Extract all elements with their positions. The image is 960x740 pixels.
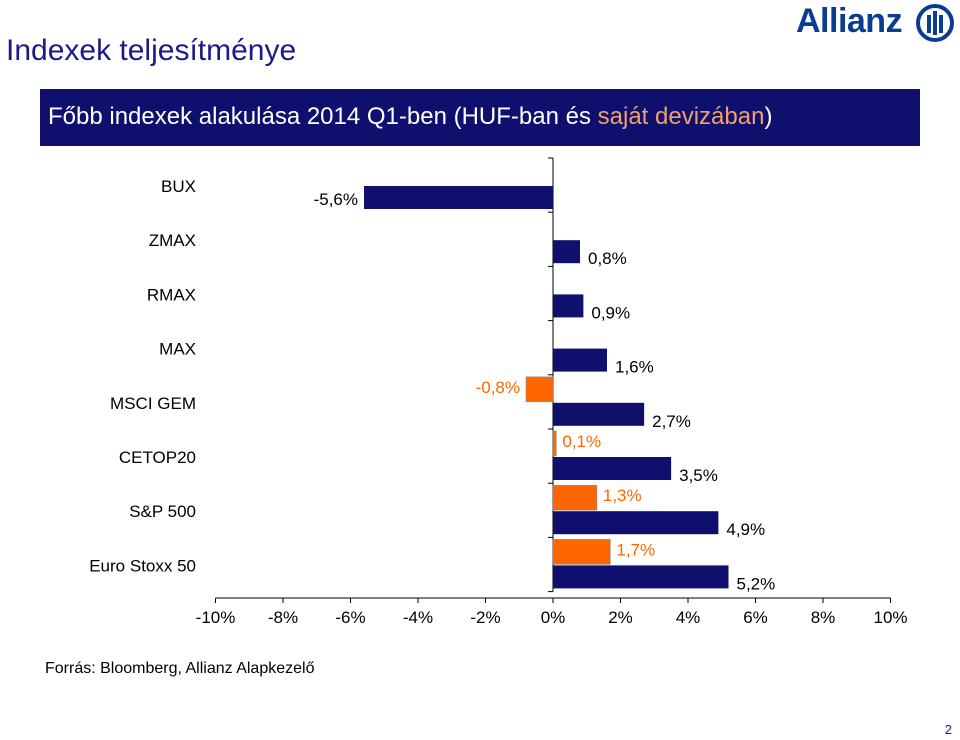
bar-huf [553, 294, 584, 318]
value-tick-label: 2% [608, 608, 633, 627]
data-label-local-currency: -0,8% [476, 378, 520, 397]
category-label: Euro Stoxx 50 [89, 556, 196, 575]
bar-local-currency [525, 376, 554, 403]
category-label: BUX [161, 177, 196, 196]
bar-huf [553, 402, 645, 426]
data-label-huf: 1,6% [615, 358, 654, 377]
category-label: RMAX [147, 285, 196, 304]
value-tick-label: -10% [196, 608, 236, 627]
value-tick-label: 8% [811, 608, 836, 627]
index-performance-chart: BUX -5,6% ZMAX 0,8% RMAX 0,9% MAX 1,6% MSCI GEM -… [89, 157, 908, 627]
value-tick-label: 10% [873, 608, 907, 627]
bar-local-currency [552, 430, 557, 457]
value-tick-label: -8% [268, 608, 298, 627]
banner-text-highlight: saját devizában [597, 103, 765, 130]
bar-huf [553, 240, 580, 264]
bar-local-currency [552, 484, 598, 511]
data-label-local-currency: 0,1% [562, 432, 601, 451]
category-label: S&P 500 [129, 502, 196, 521]
banner-text-end: ) [764, 103, 773, 130]
source-note: Forrás: Bloomberg, Allianz Alapkezelő [45, 660, 315, 677]
bar-huf [553, 511, 719, 535]
bar-local-currency [552, 539, 611, 565]
banner-text-main: Főbb indexek alakulása 2014 Q1-ben (HUF-… [48, 103, 598, 130]
value-tick-label: -4% [403, 608, 433, 627]
data-label-huf: 2,7% [652, 412, 691, 431]
banner-text: Főbb indexek alakulása 2014 Q1-ben (HUF-… [48, 103, 772, 131]
data-label-local-currency: 1,7% [616, 540, 655, 559]
page-title: Indexek teljesítménye [6, 34, 297, 67]
data-label-huf: 0,9% [591, 303, 630, 322]
subtitle-banner: Főbb indexek alakulása 2014 Q1-ben (HUF-… [40, 89, 920, 146]
category-label: ZMAX [149, 231, 196, 250]
value-tick-label: 0% [541, 608, 566, 627]
allianz-eagle-icon [916, 4, 954, 42]
data-label-huf: 0,8% [588, 249, 627, 268]
bar-huf [553, 565, 729, 589]
value-tick-label: -2% [470, 608, 500, 627]
value-tick-label: 4% [676, 608, 701, 627]
data-label-huf: -5,6% [314, 190, 358, 209]
data-label-huf: 3,5% [679, 466, 718, 485]
value-tick-label: -6% [335, 608, 365, 627]
data-label-local-currency: 1,3% [603, 486, 642, 505]
page-number: 2 [944, 722, 952, 737]
allianz-logo: Allianz [796, 2, 958, 48]
bar-huf [553, 457, 672, 480]
category-label: MAX [159, 340, 196, 359]
category-label: MSCI GEM [110, 394, 196, 413]
data-label-huf: 5,2% [737, 574, 776, 593]
value-tick-label: 6% [743, 608, 768, 627]
bar-huf [364, 186, 553, 209]
data-label-huf: 4,9% [726, 520, 765, 539]
bar-huf [553, 348, 607, 372]
category-label: CETOP20 [119, 448, 196, 467]
logo-text: Allianz [796, 2, 903, 40]
